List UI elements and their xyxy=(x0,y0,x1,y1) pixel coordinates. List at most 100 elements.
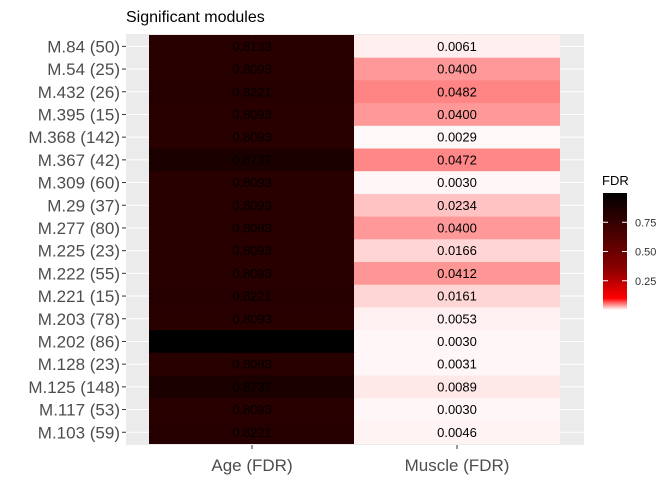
legend-tick-label: 0.50 xyxy=(635,247,656,259)
y-tick-label: M.367 (42) xyxy=(38,151,120,170)
y-tick-label: M.128 (23) xyxy=(38,355,120,374)
heatmap-cell xyxy=(149,216,355,240)
cell-value-label: 0.8093 xyxy=(232,220,272,235)
cell-value-label: 0.0031 xyxy=(437,357,477,372)
heatmap-cell xyxy=(354,375,560,399)
cell-value-label: 0.0234 xyxy=(437,198,477,213)
cell-value-label: 0.0030 xyxy=(437,334,477,349)
y-tick-label: M.395 (15) xyxy=(38,105,120,124)
cell-value-label: 0.0030 xyxy=(437,175,477,190)
heatmap-cells xyxy=(149,35,560,444)
cell-value-label: 0.0029 xyxy=(437,130,477,145)
x-tick-label: Muscle (FDR) xyxy=(405,456,510,475)
heatmap-cell xyxy=(354,398,560,422)
x-axis: Age (FDR) Muscle (FDR) xyxy=(211,445,509,475)
cell-value-label: 0.8093 xyxy=(232,175,272,190)
cell-value-label: 0.8133 xyxy=(232,39,272,54)
cell-value-label: 0.8737 xyxy=(232,379,272,394)
y-tick-label: M.29 (37) xyxy=(47,196,120,215)
heatmap-cell xyxy=(354,57,560,81)
heatmap-cell xyxy=(354,352,560,376)
heatmap-cell xyxy=(354,284,560,308)
legend-ticks: 0.25 0.50 0.75 xyxy=(603,217,656,288)
cell-value-label: 0.8093 xyxy=(232,357,272,372)
heatmap-cell xyxy=(149,57,355,81)
heatmap-cell xyxy=(354,330,560,354)
y-axis: M.84 (50) M.54 (25) M.432 (26) M.395 (15) M.… xyxy=(28,37,126,442)
heatmap-cell xyxy=(149,125,355,149)
cell-value-label: 0.8093 xyxy=(232,311,272,326)
heatmap-cell xyxy=(149,330,355,354)
cell-value-label: 0.0472 xyxy=(437,152,477,167)
y-tick-label: M.117 (53) xyxy=(39,401,120,420)
y-tick-label: M.54 (25) xyxy=(47,60,120,79)
heatmap-cell xyxy=(354,307,560,331)
heatmap-cell xyxy=(354,420,560,444)
cell-value-label: 0.0061 xyxy=(437,39,477,54)
legend: FDR 0.25 0.50 0.75 xyxy=(602,173,656,310)
heatmap-cell xyxy=(149,80,355,104)
cell-value-label: 0.0030 xyxy=(437,402,477,417)
cell-value-label: 0.8093 xyxy=(232,62,272,77)
heatmap-cell xyxy=(354,80,560,104)
heatmap-cell xyxy=(149,171,355,195)
heatmap-cell xyxy=(354,125,560,149)
y-tick-label: M.125 (148) xyxy=(28,378,120,397)
cell-value-label: 0.0412 xyxy=(437,266,477,281)
cell-value-label: 0.0161 xyxy=(437,289,477,304)
y-tick-label: M.432 (26) xyxy=(38,83,120,102)
heatmap-cell xyxy=(149,375,355,399)
heatmap-cell xyxy=(354,103,560,127)
heatmap-cell xyxy=(149,103,355,127)
cell-value-label: 0.8093 xyxy=(232,243,272,258)
heatmap-cell xyxy=(149,239,355,263)
heatmap-cell xyxy=(149,398,355,422)
cell-value-label: 0.8737 xyxy=(232,152,272,167)
y-tick-label: M.368 (142) xyxy=(28,128,120,147)
heatmap-cell xyxy=(354,148,560,172)
legend-tick-label: 0.25 xyxy=(635,276,656,288)
heatmap-cell xyxy=(354,216,560,240)
heatmap-cell xyxy=(149,148,355,172)
legend-tick-label: 0.75 xyxy=(635,217,656,229)
heatmap-cell xyxy=(354,35,560,59)
cell-value-label: 0.0089 xyxy=(437,379,477,394)
cell-value-label: 0.8093 xyxy=(232,402,272,417)
cell-value-label: 0.8221 xyxy=(232,289,272,304)
cell-value-label: 0.8093 xyxy=(232,266,272,281)
heatmap-cell xyxy=(149,307,355,331)
heatmap-cell xyxy=(149,193,355,217)
heatmap-cell xyxy=(149,420,355,444)
y-tick-label: M.203 (78) xyxy=(38,310,120,329)
heatmap-cell xyxy=(149,35,355,59)
y-tick-label: M.202 (86) xyxy=(38,332,120,351)
heatmap-cell xyxy=(149,262,355,286)
cell-value-labels: 0.8133 0.0061 0.8093 0.0400 0.8221 0.0482 0.80… xyxy=(232,39,477,440)
y-tick-label: M.103 (59) xyxy=(38,423,120,442)
legend-title: FDR xyxy=(602,173,629,188)
cell-value-label: 0.0166 xyxy=(437,243,477,258)
cell-value-label: 0.0046 xyxy=(437,425,477,440)
heatmap-cell xyxy=(149,352,355,376)
cell-value-label: 0.8093 xyxy=(232,198,272,213)
cell-value-label: 0.8093 xyxy=(232,107,272,122)
chart-title: Significant modules xyxy=(126,9,265,26)
cell-value-label: 0.0482 xyxy=(437,84,477,99)
y-tick-label: M.277 (80) xyxy=(38,219,120,238)
cell-value-label: 0.8093 xyxy=(232,130,272,145)
y-tick-label: M.221 (15) xyxy=(38,287,120,306)
cell-value-label: 0.0400 xyxy=(437,107,477,122)
cell-value-label: 0.8221 xyxy=(232,84,272,99)
cell-value-label: 0.0400 xyxy=(437,220,477,235)
y-tick-label: M.309 (60) xyxy=(38,174,120,193)
y-tick-label: M.225 (23) xyxy=(38,242,120,261)
y-tick-label: M.222 (55) xyxy=(38,264,120,283)
heatmap-cell xyxy=(354,171,560,195)
heatmap-cell xyxy=(354,239,560,263)
heatmap-cell xyxy=(149,284,355,308)
cell-value-label: 0.8221 xyxy=(232,425,272,440)
y-tick-label: M.84 (50) xyxy=(47,37,120,56)
cell-value-label: 0.0400 xyxy=(437,62,477,77)
x-tick-label: Age (FDR) xyxy=(211,456,292,475)
